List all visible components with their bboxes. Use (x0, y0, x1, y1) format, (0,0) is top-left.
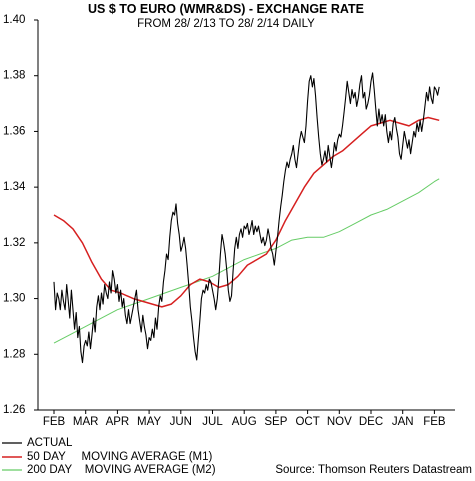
series-layer (53, 72, 440, 364)
x-tick-label: APR (106, 416, 130, 428)
legend: ACTUAL 50 DAY MOVING AVERAGE (M1) 200 DA… (2, 437, 216, 476)
x-tick-label: MAY (137, 416, 161, 428)
chart-title: US $ TO EURO (WMR&DS) - EXCHANGE RATE (88, 2, 364, 16)
y-tick-label: 1.32 (3, 237, 25, 249)
y-tick-label: 1.38 (3, 70, 25, 82)
x-tick-label: MAR (73, 416, 99, 428)
x-tick-label: FEB (43, 416, 66, 428)
x-tick-label: NOV (327, 416, 352, 428)
legend-label-m2: 200 DAY MOVING AVERAGE (M2) (27, 464, 216, 476)
x-tick-label: FEB (423, 416, 446, 428)
y-tick-label: 1.34 (3, 181, 26, 193)
y-tick-label: 1.26 (3, 404, 25, 416)
series-50day-ma-line (53, 116, 440, 308)
x-tick-label: OCT (295, 416, 319, 428)
x-axis-ticks: FEB MAR APR MAY JUN JUL AUG SEP OCT NOV DEC JAN FEB (43, 410, 446, 428)
x-tick-label: AUG (232, 416, 257, 428)
y-tick-label: 1.40 (3, 14, 25, 26)
y-tick-label: 1.36 (3, 125, 25, 137)
series-200day-ma-line (53, 178, 440, 344)
legend-label-actual: ACTUAL (27, 437, 73, 449)
y-axis-ticks: 1.26 1.28 1.30 1.32 1.34 1.36 1.38 1.40 (3, 14, 38, 416)
x-tick-label: SEP (264, 416, 287, 428)
y-tick-label: 1.30 (3, 293, 25, 305)
x-tick-label: JAN (392, 416, 414, 428)
y-tick-label: 1.28 (3, 348, 25, 360)
series-actual-line (53, 72, 440, 364)
chart-subtitle: FROM 28/ 2/13 TO 28/ 2/14 DAILY (137, 18, 315, 30)
x-tick-label: DEC (359, 416, 383, 428)
x-tick-label: JUL (202, 416, 223, 428)
legend-label-m1: 50 DAY MOVING AVERAGE (M1) (27, 451, 212, 463)
x-tick-label: JUN (170, 416, 192, 428)
source-note: Source: Thomson Reuters Datastream (275, 464, 472, 476)
